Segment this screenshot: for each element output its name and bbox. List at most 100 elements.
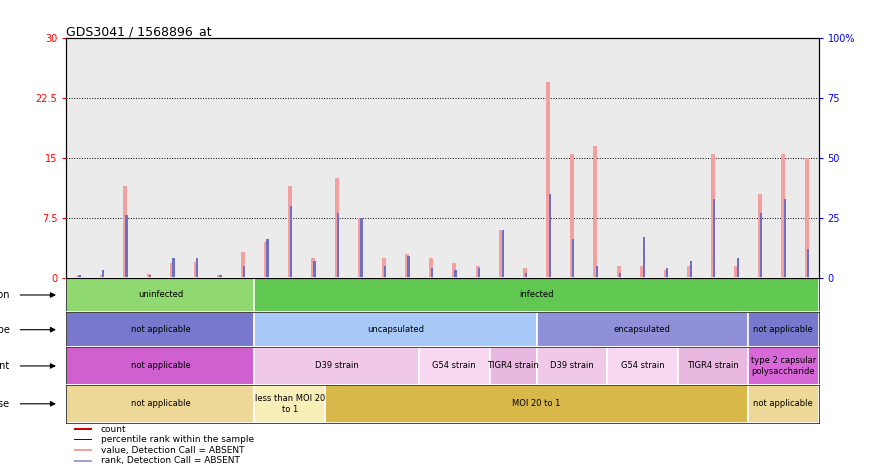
Text: MOI 20 to 1: MOI 20 to 1 (512, 399, 561, 408)
Bar (428, 258, 433, 278)
Bar (102, 271, 104, 278)
Bar (76, 276, 81, 278)
Bar (525, 273, 527, 278)
Text: G54 strain: G54 strain (620, 362, 664, 371)
Bar (242, 265, 245, 278)
Bar (290, 206, 292, 278)
Bar (678, 347, 748, 385)
Bar (523, 268, 527, 278)
Text: dose: dose (0, 399, 10, 409)
Bar (760, 213, 763, 278)
Text: not applicable: not applicable (130, 362, 190, 371)
Text: uninfected: uninfected (138, 291, 183, 300)
Text: value, Detection Call = ABSENT: value, Detection Call = ABSENT (101, 446, 244, 455)
Bar (607, 347, 678, 385)
Bar (66, 385, 255, 423)
Bar (748, 385, 819, 423)
Bar (381, 258, 386, 278)
Bar (748, 312, 819, 347)
Text: encapsulated: encapsulated (614, 325, 671, 334)
Bar (266, 239, 269, 278)
Bar (748, 347, 819, 385)
Bar (781, 154, 786, 278)
Bar (455, 271, 457, 278)
Text: uncapsulated: uncapsulated (367, 325, 424, 334)
Bar (126, 215, 127, 278)
Bar (735, 265, 738, 278)
Bar (194, 262, 197, 278)
Bar (405, 254, 410, 278)
Bar (736, 258, 739, 278)
Bar (335, 178, 339, 278)
Bar (617, 265, 621, 278)
Bar (804, 158, 809, 278)
Bar (73, 449, 92, 451)
Text: not applicable: not applicable (753, 325, 813, 334)
Bar (711, 154, 715, 278)
Text: D39 strain: D39 strain (315, 362, 358, 371)
Bar (173, 258, 174, 278)
Text: infection: infection (0, 290, 10, 300)
Bar (713, 199, 715, 278)
Bar (66, 312, 255, 347)
Bar (570, 154, 573, 278)
Bar (337, 213, 339, 278)
Bar (255, 278, 819, 312)
Text: rank, Detection Call = ABSENT: rank, Detection Call = ABSENT (101, 456, 240, 465)
Bar (149, 275, 151, 278)
Text: TIGR4 strain: TIGR4 strain (487, 362, 539, 371)
Bar (689, 261, 692, 278)
Bar (502, 230, 504, 278)
Text: GDS3041 / 1568896_at: GDS3041 / 1568896_at (66, 25, 212, 38)
Bar (147, 274, 150, 278)
Bar (549, 194, 550, 278)
Text: TIGR4 strain: TIGR4 strain (687, 362, 739, 371)
Bar (499, 230, 504, 278)
Text: count: count (101, 425, 127, 434)
Text: not applicable: not applicable (130, 325, 190, 334)
Bar (475, 265, 480, 278)
Bar (643, 237, 645, 278)
Text: D39 strain: D39 strain (550, 362, 594, 371)
Text: G54 strain: G54 strain (433, 362, 476, 371)
Text: percentile rank within the sample: percentile rank within the sample (101, 435, 254, 444)
Bar (640, 265, 644, 278)
Bar (478, 268, 481, 278)
Bar (123, 186, 127, 278)
Bar (593, 146, 597, 278)
Bar (783, 199, 786, 278)
Bar (255, 347, 419, 385)
Bar (419, 347, 489, 385)
Bar (241, 252, 245, 278)
Bar (255, 312, 536, 347)
Bar (313, 261, 316, 278)
Bar (452, 263, 457, 278)
Bar (73, 428, 92, 430)
Bar (536, 347, 607, 385)
Bar (73, 460, 92, 462)
Bar (66, 278, 255, 312)
Text: less than MOI 20
to 1: less than MOI 20 to 1 (255, 394, 325, 413)
Bar (666, 268, 668, 278)
Bar (360, 218, 363, 278)
Text: not applicable: not applicable (753, 399, 813, 408)
Bar (312, 258, 315, 278)
Bar (619, 273, 621, 278)
Bar (384, 265, 387, 278)
Bar (431, 268, 434, 278)
Bar (325, 385, 748, 423)
Bar (664, 270, 668, 278)
Text: type 2 capsular
polysaccharide: type 2 capsular polysaccharide (750, 356, 816, 376)
Bar (264, 242, 268, 278)
Text: cell type: cell type (0, 325, 10, 335)
Bar (596, 265, 598, 278)
Text: agent: agent (0, 361, 10, 371)
Bar (489, 347, 536, 385)
Bar (170, 263, 174, 278)
Bar (288, 186, 292, 278)
Bar (99, 275, 104, 278)
Bar (358, 218, 362, 278)
Bar (407, 256, 410, 278)
Bar (688, 265, 691, 278)
Bar (758, 194, 762, 278)
